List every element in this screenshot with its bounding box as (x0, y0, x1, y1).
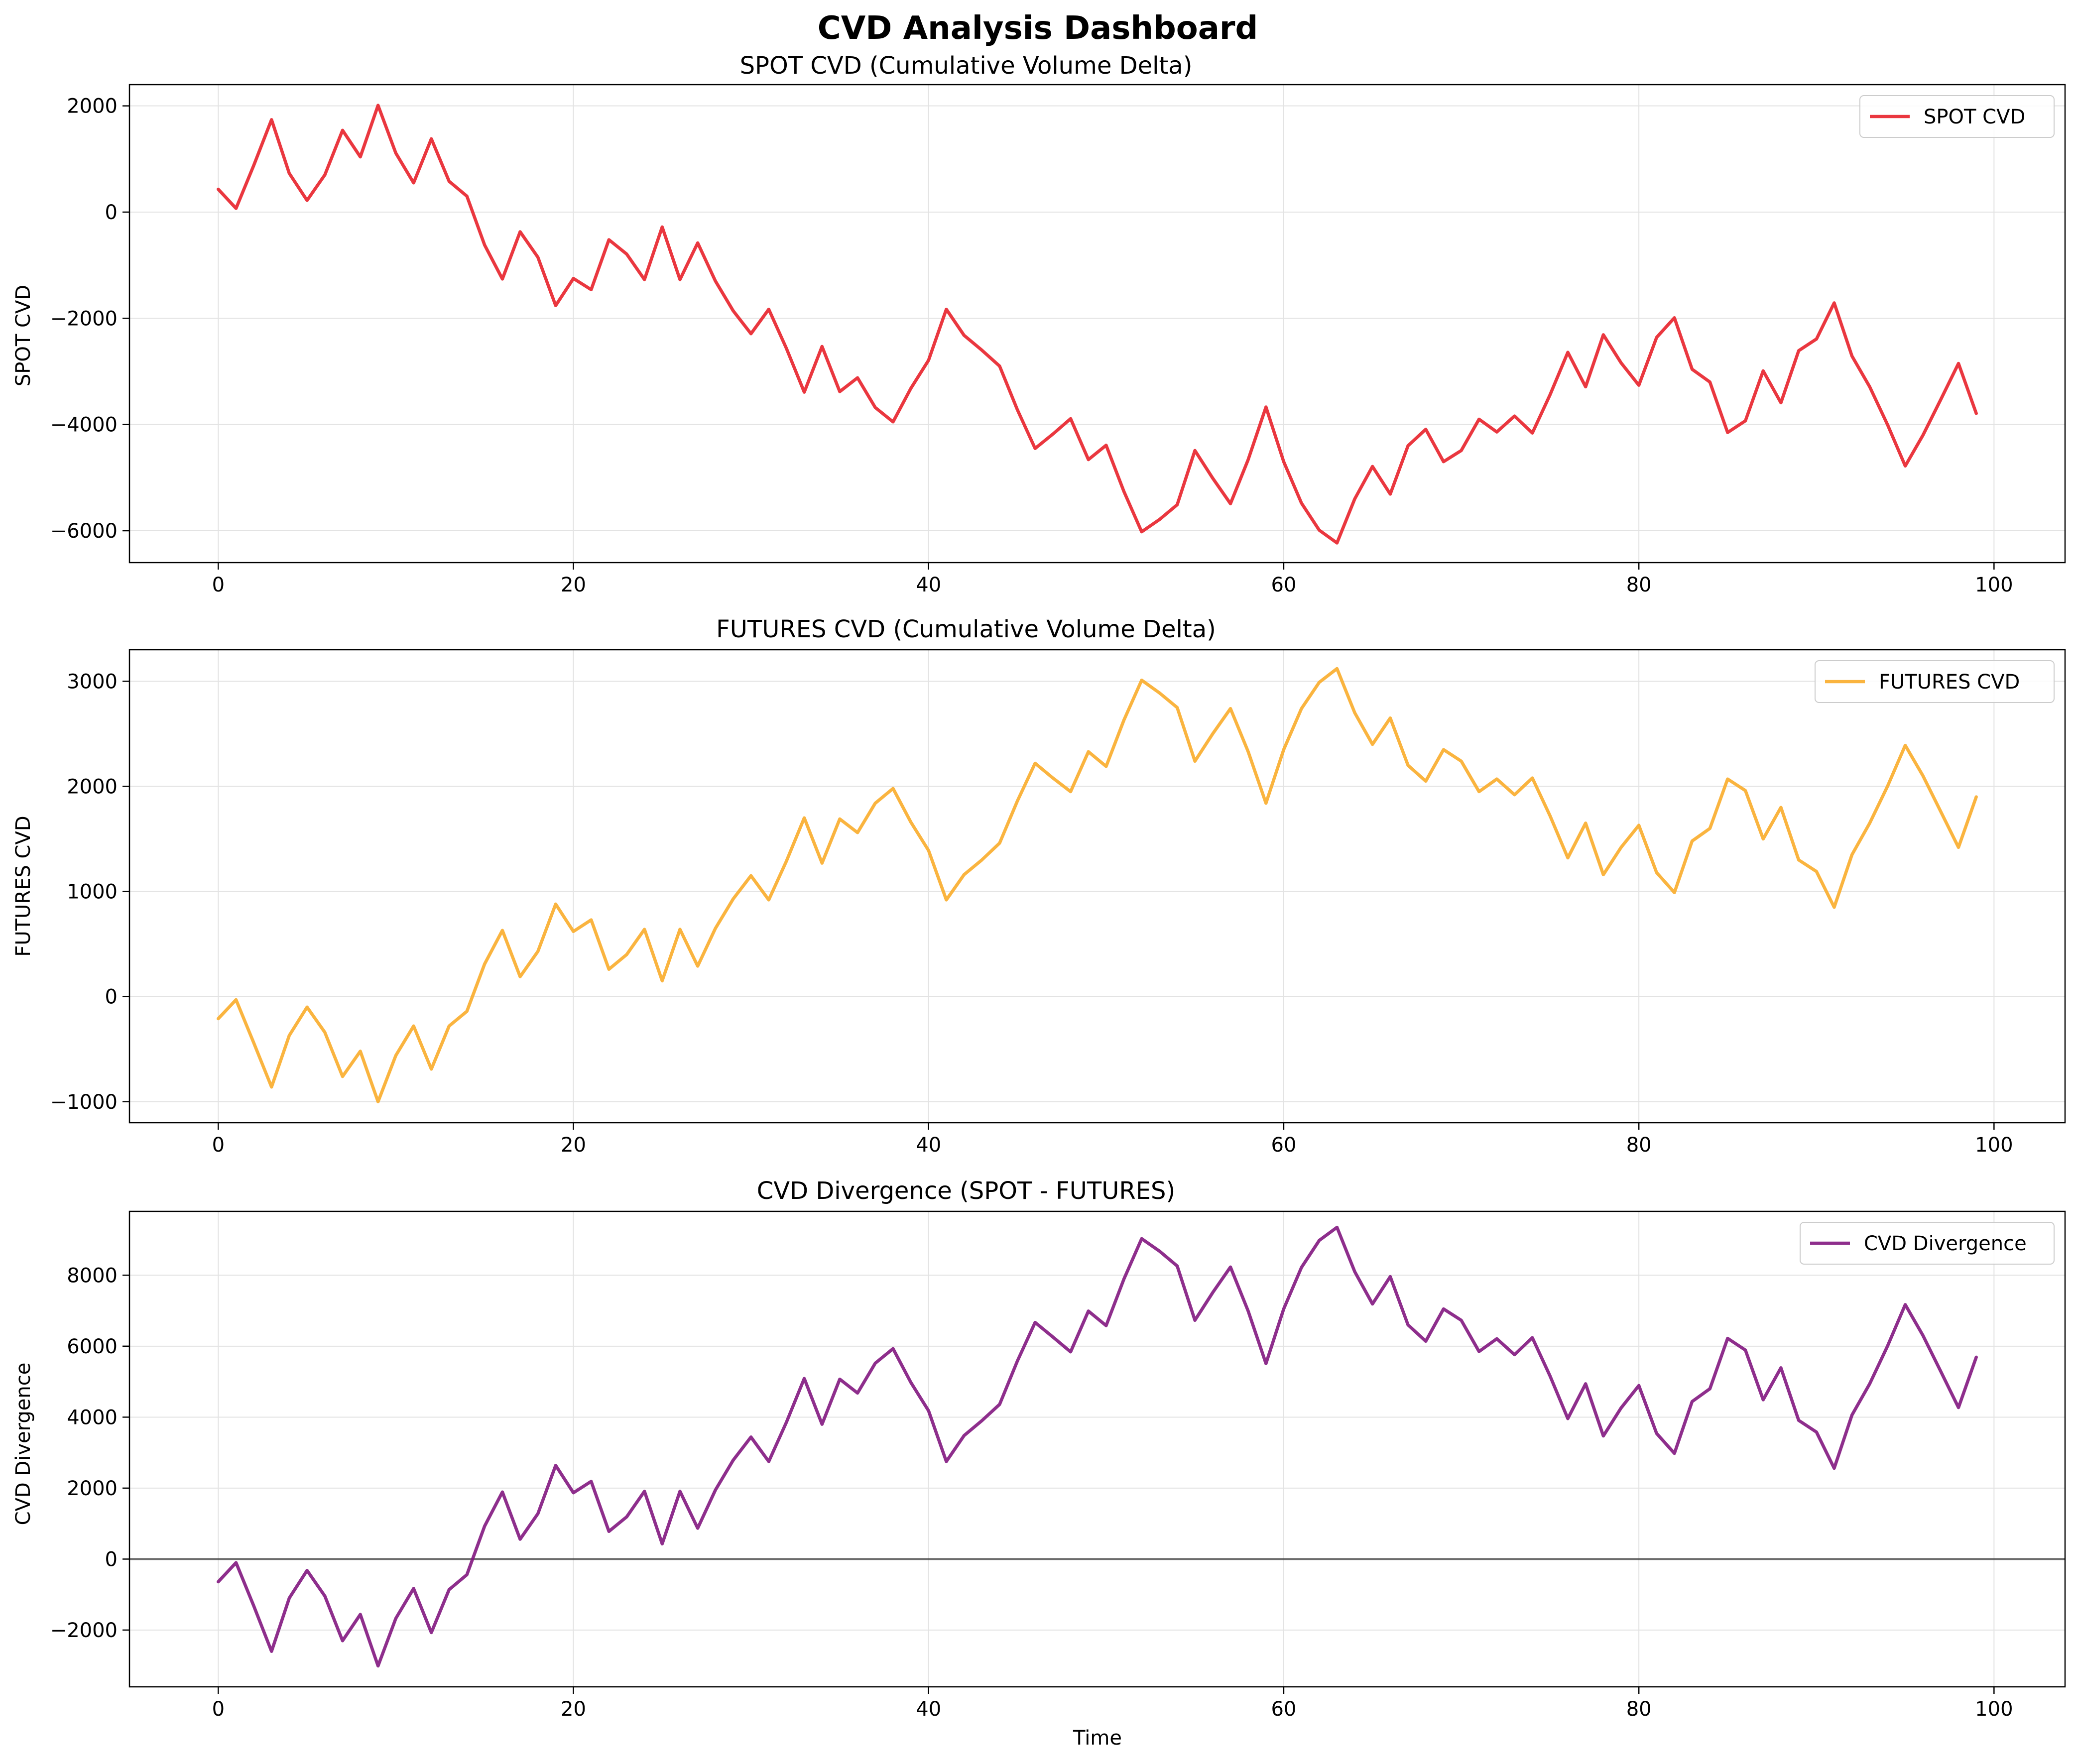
y-tick-label: 2000 (67, 1477, 118, 1500)
x-tick-label: 0 (212, 574, 225, 596)
legend-label: FUTURES CVD (1879, 671, 2020, 694)
x-tick-label: 80 (1626, 1698, 1652, 1721)
series-line (217, 667, 1978, 1104)
y-tick-label: −1000 (50, 1091, 118, 1114)
y-tick-label: −4000 (50, 414, 118, 437)
futures-cvd-ylabel: FUTURES CVD (12, 816, 35, 956)
divergence-title: CVD Divergence (SPOT - FUTURES) (757, 1177, 1175, 1205)
x-tick-label: 60 (1271, 1134, 1296, 1157)
x-tick-label: 0 (212, 1134, 225, 1157)
futures-cvd-panel: FUTURES CVD (Cumulative Volume Delta) FU… (12, 615, 2066, 1157)
futures-cvd-title: FUTURES CVD (Cumulative Volume Delta) (716, 615, 1216, 643)
x-tick-label: 20 (561, 574, 586, 596)
series-line (217, 104, 1978, 545)
legend: SPOT CVD (1859, 95, 2055, 138)
plot-frame (128, 84, 2066, 564)
x-tick-label: 20 (561, 1134, 586, 1157)
x-tick-label: 80 (1626, 1134, 1652, 1157)
x-tick-label: 60 (1271, 1698, 1296, 1721)
legend: FUTURES CVD (1815, 660, 2055, 703)
x-tick-label: 100 (1975, 1698, 2013, 1721)
divergence-xlabel: Time (1073, 1727, 1122, 1750)
y-tick-label: −6000 (50, 520, 118, 543)
y-tick-label: 2000 (67, 775, 118, 798)
x-tick-label: 60 (1271, 574, 1296, 596)
legend: CVD Divergence (1800, 1222, 2055, 1265)
legend-box (1815, 660, 2055, 703)
legend-label: CVD Divergence (1864, 1232, 2027, 1255)
spot-cvd-panel: SPOT CVD (Cumulative Volume Delta) SPOT … (12, 52, 2066, 596)
legend-label: SPOT CVD (1924, 106, 2025, 128)
y-tick-label: 0 (105, 986, 118, 1009)
series-line (217, 1225, 1978, 1668)
x-tick-label: 40 (916, 1698, 941, 1721)
plot-frame (128, 649, 2066, 1124)
y-tick-label: 6000 (67, 1335, 118, 1358)
y-tick-label: 8000 (67, 1264, 118, 1287)
x-tick-label: 100 (1975, 574, 2013, 596)
legend-box (1800, 1222, 2055, 1265)
y-tick-label: −2000 (50, 307, 118, 330)
y-tick-label: 0 (105, 201, 118, 224)
spot-cvd-title: SPOT CVD (Cumulative Volume Delta) (740, 52, 1193, 80)
x-tick-label: 40 (916, 1134, 941, 1157)
x-tick-label: 100 (1975, 1134, 2013, 1157)
y-tick-label: 1000 (67, 881, 118, 904)
x-tick-label: 40 (916, 574, 941, 596)
x-tick-label: 80 (1626, 574, 1652, 596)
y-tick-label: 4000 (67, 1406, 118, 1429)
y-tick-label: 0 (105, 1548, 118, 1571)
dashboard-title: CVD Analysis Dashboard (818, 10, 1258, 47)
y-tick-label: −2000 (50, 1619, 118, 1642)
plot-frame (128, 1210, 2066, 1688)
y-tick-label: 3000 (67, 670, 118, 693)
y-tick-label: 2000 (67, 95, 118, 118)
legend-box (1859, 95, 2055, 138)
spot-cvd-ylabel: SPOT CVD (12, 285, 35, 386)
x-tick-label: 20 (561, 1698, 586, 1721)
divergence-panel: CVD Divergence (SPOT - FUTURES) CVD Dive… (12, 1177, 2066, 1750)
x-tick-label: 0 (212, 1698, 225, 1721)
divergence-ylabel: CVD Divergence (12, 1363, 35, 1526)
